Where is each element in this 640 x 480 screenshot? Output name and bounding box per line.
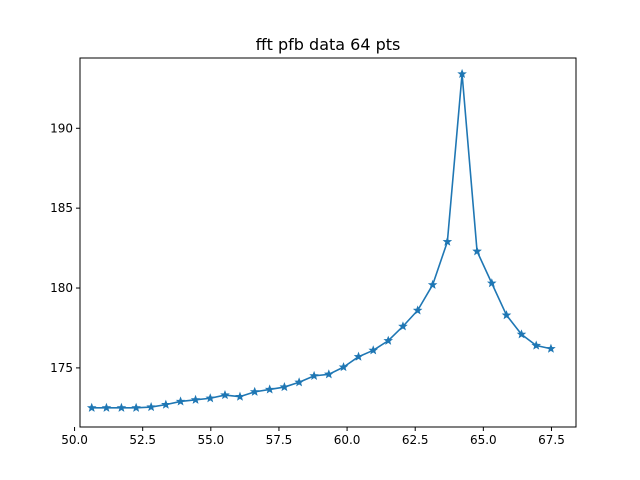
series-line: [91, 73, 552, 409]
data-point-marker: [101, 402, 112, 412]
data-point-marker: [86, 402, 97, 412]
axes-frame: [79, 57, 577, 428]
data-point-marker: [472, 246, 482, 256]
data-point-marker: [161, 399, 171, 409]
data-point-marker: [175, 396, 186, 406]
data-point-marker: [501, 310, 512, 320]
data-point-marker: [116, 402, 127, 412]
x-tick-label: 55.0: [197, 433, 224, 447]
x-tick-label: 62.5: [402, 433, 429, 447]
data-point-marker: [338, 362, 349, 372]
data-point-marker: [516, 329, 527, 339]
axis-ticks: 50.0 52.5 55.0 57.5 60.0 62.5 65.0 67.5 175 180 18…: [50, 121, 565, 447]
data-point-marker: [235, 391, 245, 401]
data-point-marker: [264, 384, 275, 394]
data-point-marker: [309, 370, 319, 380]
data-point-marker: [457, 68, 467, 79]
data-point-marker: [279, 382, 290, 392]
data-point-marker: [249, 386, 260, 396]
x-tick-label: 52.5: [129, 433, 156, 447]
data-point-marker: [442, 236, 453, 246]
data-point-marker: [398, 321, 408, 331]
data-point-marker: [383, 335, 394, 345]
data-point-marker: [131, 402, 141, 412]
y-tick-label: 180: [50, 281, 73, 295]
data-point-marker: [324, 369, 334, 379]
y-tick-label: 185: [50, 201, 73, 215]
x-tick-label: 65.0: [470, 433, 497, 447]
x-tick-label: 50.0: [61, 433, 88, 447]
data-point-marker: [368, 345, 379, 355]
y-tick-label: 175: [50, 361, 73, 375]
data-point-marker: [294, 377, 304, 387]
chart-title: fft pfb data 64 pts: [256, 35, 401, 54]
data-point-marker: [546, 343, 556, 353]
x-tick-label: 57.5: [266, 433, 293, 447]
y-tick-label: 190: [50, 121, 73, 135]
data-point-marker: [205, 393, 216, 403]
data-point-marker: [146, 401, 156, 412]
x-tick-label: 67.5: [538, 433, 565, 447]
data-point-marker: [220, 390, 230, 400]
data-point-marker: [531, 340, 542, 350]
data-point-marker: [353, 351, 364, 361]
x-tick-label: 60.0: [334, 433, 361, 447]
data-series: [86, 68, 556, 412]
data-point-marker: [486, 278, 497, 288]
data-point-marker: [412, 305, 423, 315]
data-point-marker: [190, 394, 201, 404]
data-point-marker: [427, 279, 438, 289]
